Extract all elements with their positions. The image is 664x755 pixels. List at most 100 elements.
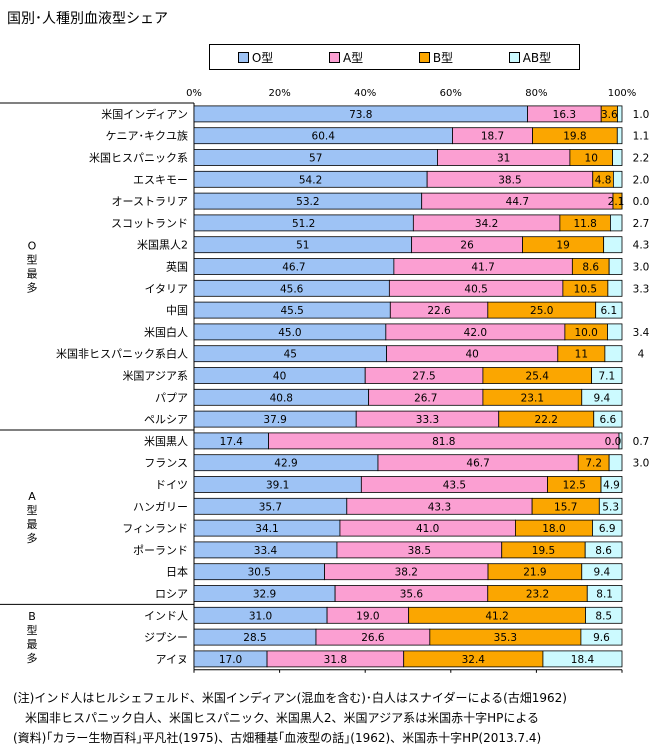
legend-label-ab: AB型 xyxy=(522,50,552,65)
data-label-ab: 18.4 xyxy=(571,654,595,666)
data-label-ab: 5.3 xyxy=(602,501,619,513)
data-label-b: 19.5 xyxy=(532,545,555,557)
data-label-ab: 4.9 xyxy=(603,480,620,492)
data-label-ab: 6.6 xyxy=(600,414,617,426)
data-label-ab: 3.0 xyxy=(633,458,650,470)
data-label-b: 2.1 xyxy=(608,196,625,208)
bar-segment-ab xyxy=(607,279,623,297)
data-label-b: 15.7 xyxy=(554,501,577,513)
legend-swatch-a xyxy=(328,51,340,63)
data-label-o: 60.4 xyxy=(312,131,336,143)
data-label-b: 11.8 xyxy=(573,218,596,230)
data-label-ab: 7.1 xyxy=(598,371,615,383)
category-label: エスキモー xyxy=(133,173,188,186)
category-label: 米国ヒスパニック系 xyxy=(89,152,188,165)
data-label-a: 44.7 xyxy=(506,196,529,208)
bar-segment-ab xyxy=(585,606,623,624)
category-label: ポーランド xyxy=(133,544,188,557)
category-label: イタリア xyxy=(144,282,188,295)
data-label-ab: 6.1 xyxy=(600,305,617,317)
data-label-o: 51 xyxy=(296,240,309,252)
bar-segment-ab xyxy=(581,563,623,581)
category-label: 米国白人 xyxy=(144,325,188,339)
bar-segment-ab xyxy=(591,367,623,384)
data-label-o: 45.5 xyxy=(280,305,303,317)
data-label-ab: 2.2 xyxy=(633,153,650,165)
category-label: スコットランド xyxy=(111,217,188,230)
data-label-a: 38.5 xyxy=(408,545,431,557)
data-label-o: 45.6 xyxy=(280,283,304,295)
data-label-b: 18.0 xyxy=(542,523,565,535)
data-label-ab: 3.4 xyxy=(633,327,650,339)
data-label-o: 46.7 xyxy=(282,262,305,274)
chart-legend: O型 A型 B型 AB型 xyxy=(209,44,580,70)
category-label: 英国 xyxy=(166,260,188,274)
data-label-ab: 4.3 xyxy=(633,240,650,252)
bar-segment-ab xyxy=(610,214,623,232)
data-label-o: 17.4 xyxy=(220,436,244,448)
data-label-b: 23.1 xyxy=(521,392,544,404)
data-label-b: 35.3 xyxy=(494,632,517,644)
x-tick-label: 80% xyxy=(525,88,547,99)
data-label-b: 8.6 xyxy=(582,262,599,274)
data-label-a: 42.0 xyxy=(464,327,487,339)
data-label-o: 32.9 xyxy=(253,589,276,601)
data-label-ab: 2.0 xyxy=(633,174,650,186)
data-label-b: 0.0 xyxy=(605,436,622,448)
bar-segment-ab xyxy=(617,105,623,123)
data-label-a: 81.8 xyxy=(432,436,455,448)
data-label-o: 42.9 xyxy=(274,458,297,470)
bar-segment-ab xyxy=(618,432,623,450)
bar-segment-ab xyxy=(542,650,623,668)
data-label-o: 35.7 xyxy=(259,501,282,513)
data-label-a: 31 xyxy=(497,153,510,165)
bar-segment-ab xyxy=(612,170,623,188)
data-label-a: 41.0 xyxy=(416,523,439,535)
chart-title: 国別･人種別血液型シェア xyxy=(7,11,168,27)
data-label-ab: 2.7 xyxy=(633,218,650,230)
data-label-ab: 3.0 xyxy=(633,262,650,274)
data-label-b: 7.2 xyxy=(585,458,602,470)
data-label-ab: 9.6 xyxy=(593,632,610,644)
category-label: 米国アジア系 xyxy=(122,370,188,383)
category-label: フィンランド xyxy=(122,522,188,535)
bar-segment-ab xyxy=(584,541,623,559)
category-label: ハンガリー xyxy=(133,500,188,513)
bar-segment-ab xyxy=(593,410,623,428)
data-label-o: 40.8 xyxy=(270,392,293,404)
data-label-a: 40.5 xyxy=(464,283,487,295)
data-label-ab: 4 xyxy=(638,349,645,361)
data-label-b: 25.4 xyxy=(526,371,550,383)
data-label-o: 30.5 xyxy=(248,567,271,579)
data-label-o: 73.8 xyxy=(349,109,372,121)
data-label-ab: 8.1 xyxy=(596,589,613,601)
bar-segment-ab xyxy=(612,149,623,166)
bar-segment-ab xyxy=(604,345,623,363)
legend-swatch-ab xyxy=(508,51,520,63)
data-label-a: 33.3 xyxy=(416,414,439,426)
data-label-b: 19 xyxy=(556,240,569,252)
data-label-a: 31.8 xyxy=(324,654,347,666)
group-label: A 型最多 xyxy=(27,490,38,545)
data-label-b: 12.5 xyxy=(563,480,586,492)
group-label: B 型最多 xyxy=(27,610,38,665)
data-label-b: 10.0 xyxy=(574,327,597,339)
category-label: ドイツ xyxy=(155,479,188,492)
category-label: パプア xyxy=(155,391,188,404)
bar-segment-ab xyxy=(598,497,623,515)
bar-segment-ab xyxy=(616,127,623,145)
bar-segment-ab xyxy=(608,258,623,275)
data-label-ab: 1.0 xyxy=(633,109,650,121)
data-label-o: 31.0 xyxy=(249,610,272,622)
data-label-a: 41.7 xyxy=(471,262,494,274)
data-label-b: 10.5 xyxy=(574,283,597,295)
bar-segment-ab xyxy=(581,388,623,406)
note-line: (資料)｢カラー生物百科｣平凡社(1975)、古畑種基｢血液型の話｣(1962)… xyxy=(13,731,542,745)
data-label-b: 25.0 xyxy=(530,305,553,317)
group-label: O 型最多 xyxy=(27,240,38,295)
category-label: ロシア xyxy=(155,588,188,601)
category-label: アイヌ xyxy=(156,653,188,666)
data-label-b: 23.2 xyxy=(526,589,549,601)
data-label-o: 54.2 xyxy=(299,174,322,186)
category-label: インド人 xyxy=(144,609,188,622)
